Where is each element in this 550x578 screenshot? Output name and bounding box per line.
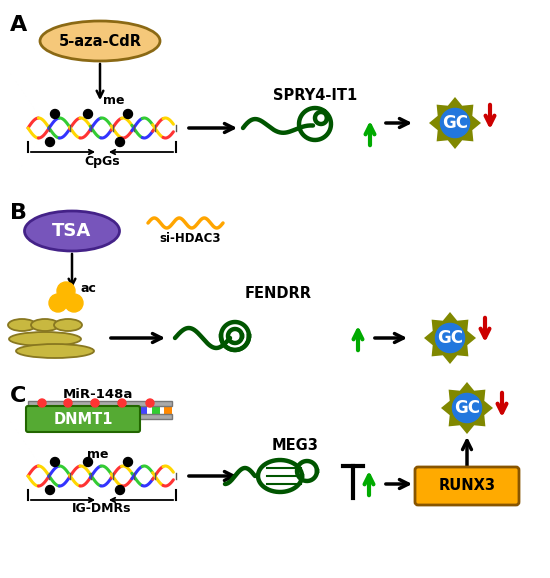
Ellipse shape — [9, 332, 81, 346]
Text: A: A — [10, 15, 28, 35]
Bar — [28, 414, 172, 419]
Bar — [152, 406, 160, 419]
Bar — [139, 406, 147, 419]
Text: me: me — [103, 94, 125, 108]
Ellipse shape — [31, 319, 59, 331]
Bar — [40, 406, 48, 419]
Ellipse shape — [40, 21, 160, 61]
Circle shape — [118, 399, 126, 407]
Bar — [164, 406, 172, 419]
Circle shape — [46, 486, 54, 495]
Text: MiR-148a: MiR-148a — [63, 387, 133, 401]
Circle shape — [441, 109, 470, 138]
Text: GC: GC — [454, 399, 480, 417]
Polygon shape — [429, 97, 481, 149]
Text: si-HDAC3: si-HDAC3 — [160, 232, 221, 246]
Circle shape — [64, 399, 72, 407]
Circle shape — [146, 399, 154, 407]
Ellipse shape — [54, 319, 82, 331]
Bar — [53, 406, 60, 419]
Bar — [90, 406, 98, 419]
Circle shape — [49, 294, 67, 312]
Circle shape — [38, 399, 46, 407]
Ellipse shape — [8, 319, 36, 331]
Text: RUNX3: RUNX3 — [438, 479, 496, 494]
Text: C: C — [10, 386, 26, 406]
Circle shape — [436, 324, 465, 353]
Polygon shape — [424, 312, 476, 364]
Text: SPRY4-IT1: SPRY4-IT1 — [273, 88, 357, 103]
Text: 5-aza-CdR: 5-aza-CdR — [58, 34, 141, 49]
Text: TSA: TSA — [52, 222, 92, 240]
Circle shape — [124, 458, 133, 466]
Circle shape — [116, 138, 124, 146]
Circle shape — [65, 294, 83, 312]
Circle shape — [91, 399, 99, 407]
Bar — [28, 406, 36, 419]
Circle shape — [124, 109, 133, 118]
Bar — [28, 401, 172, 406]
Text: MEG3: MEG3 — [272, 439, 318, 454]
Text: me: me — [87, 447, 109, 461]
Circle shape — [51, 458, 59, 466]
Circle shape — [453, 394, 482, 423]
Circle shape — [116, 486, 124, 495]
Text: GC: GC — [442, 114, 468, 132]
Text: ac: ac — [80, 281, 96, 295]
Bar — [102, 406, 110, 419]
Bar — [114, 406, 123, 419]
Circle shape — [51, 109, 59, 118]
Text: B: B — [10, 203, 27, 223]
Ellipse shape — [16, 344, 94, 358]
Text: DNMT1: DNMT1 — [53, 412, 113, 427]
Circle shape — [84, 109, 92, 118]
FancyBboxPatch shape — [26, 406, 140, 432]
Polygon shape — [441, 382, 493, 434]
Text: IG-DMRs: IG-DMRs — [72, 502, 132, 516]
Text: CpGs: CpGs — [84, 154, 120, 168]
Text: GC: GC — [437, 329, 463, 347]
Circle shape — [84, 458, 92, 466]
Text: FENDRR: FENDRR — [245, 286, 311, 301]
Circle shape — [57, 282, 75, 300]
FancyBboxPatch shape — [415, 467, 519, 505]
Ellipse shape — [25, 211, 119, 251]
Bar — [65, 406, 73, 419]
Circle shape — [46, 138, 54, 146]
Bar — [78, 406, 85, 419]
Bar — [127, 406, 135, 419]
